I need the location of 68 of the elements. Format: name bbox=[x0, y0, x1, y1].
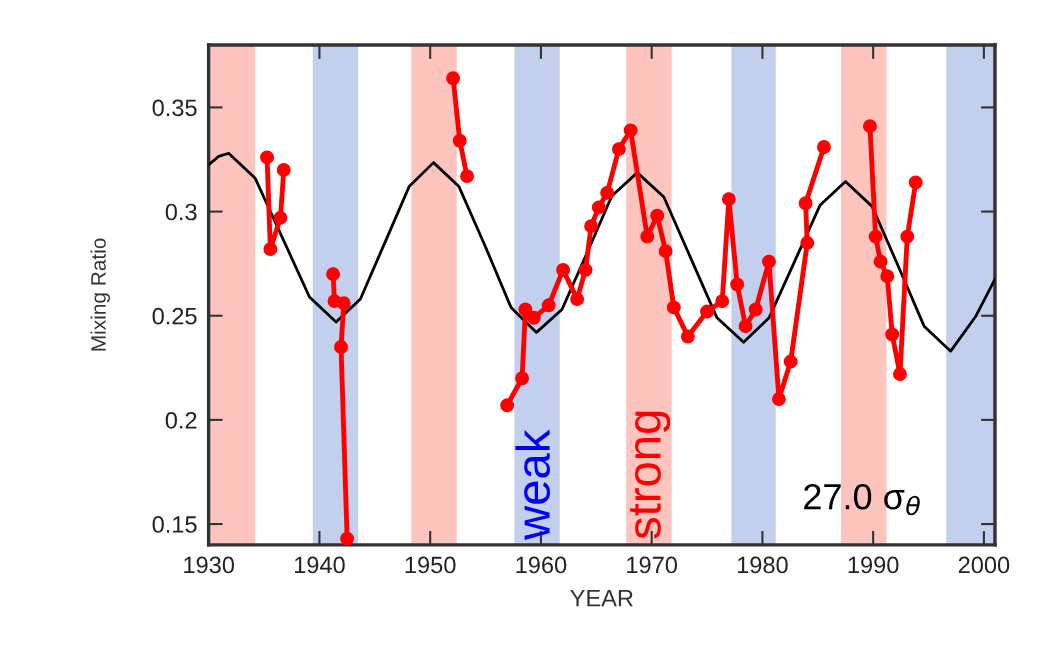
x-tick-label: 1970 bbox=[627, 556, 678, 574]
point bbox=[600, 185, 615, 200]
point bbox=[260, 150, 274, 165]
y-axis-title: Mixing Ratio bbox=[90, 238, 110, 351]
x-tick-label: 1940 bbox=[294, 556, 345, 574]
point bbox=[276, 162, 291, 177]
point bbox=[578, 262, 593, 277]
annotation: 27.0 σ$_{θ}$ bbox=[804, 483, 920, 516]
point bbox=[650, 208, 665, 223]
point bbox=[336, 296, 351, 311]
y-tick-label: 0.2 bbox=[165, 411, 197, 429]
line-series bbox=[208, 151, 995, 353]
point bbox=[783, 354, 798, 369]
point bbox=[798, 196, 813, 211]
x-tick-label: 1930 bbox=[184, 556, 235, 574]
x-axis-title: YEAR bbox=[570, 589, 633, 607]
point bbox=[273, 210, 288, 225]
point bbox=[515, 371, 530, 386]
point bbox=[880, 269, 895, 284]
point bbox=[526, 310, 541, 325]
point bbox=[640, 229, 655, 244]
annotation: strong bbox=[629, 411, 671, 539]
point bbox=[460, 169, 475, 184]
y-tick-label: 0.3 bbox=[165, 203, 197, 221]
point bbox=[700, 304, 714, 319]
point bbox=[771, 392, 786, 407]
point bbox=[658, 244, 673, 259]
point bbox=[541, 298, 556, 313]
point bbox=[584, 219, 599, 234]
point bbox=[591, 200, 606, 215]
point bbox=[873, 254, 888, 269]
y-tick-label: 0.35 bbox=[152, 99, 197, 117]
y-tick-label: 0.15 bbox=[152, 516, 197, 533]
point bbox=[893, 367, 907, 382]
point bbox=[623, 123, 638, 138]
point bbox=[738, 319, 753, 334]
point bbox=[868, 229, 883, 244]
point bbox=[748, 302, 763, 317]
point bbox=[263, 242, 278, 257]
x-tick-label: 1960 bbox=[516, 556, 567, 574]
point bbox=[334, 340, 348, 354]
point bbox=[611, 142, 626, 157]
point bbox=[721, 192, 736, 207]
x-tick-label: 1950 bbox=[405, 556, 456, 574]
point bbox=[885, 327, 900, 342]
x-tick-label: 1980 bbox=[737, 556, 788, 574]
annotation: weak bbox=[515, 429, 551, 540]
point bbox=[762, 254, 776, 269]
point bbox=[500, 398, 515, 413]
point bbox=[452, 133, 467, 148]
point bbox=[446, 71, 461, 86]
x-tick-label: 2000 bbox=[958, 556, 1010, 574]
point bbox=[570, 292, 585, 307]
point bbox=[666, 300, 681, 315]
point bbox=[900, 229, 915, 244]
point bbox=[518, 302, 533, 317]
point bbox=[800, 235, 815, 250]
point bbox=[863, 119, 877, 134]
point bbox=[340, 531, 355, 545]
x-tick-label: 1990 bbox=[848, 556, 899, 574]
point bbox=[326, 267, 341, 282]
point bbox=[730, 277, 745, 292]
point bbox=[817, 140, 831, 154]
point bbox=[908, 175, 923, 190]
point bbox=[556, 262, 571, 277]
point bbox=[680, 329, 695, 344]
point bbox=[715, 294, 730, 309]
y-tick-label: 0.25 bbox=[152, 307, 197, 325]
